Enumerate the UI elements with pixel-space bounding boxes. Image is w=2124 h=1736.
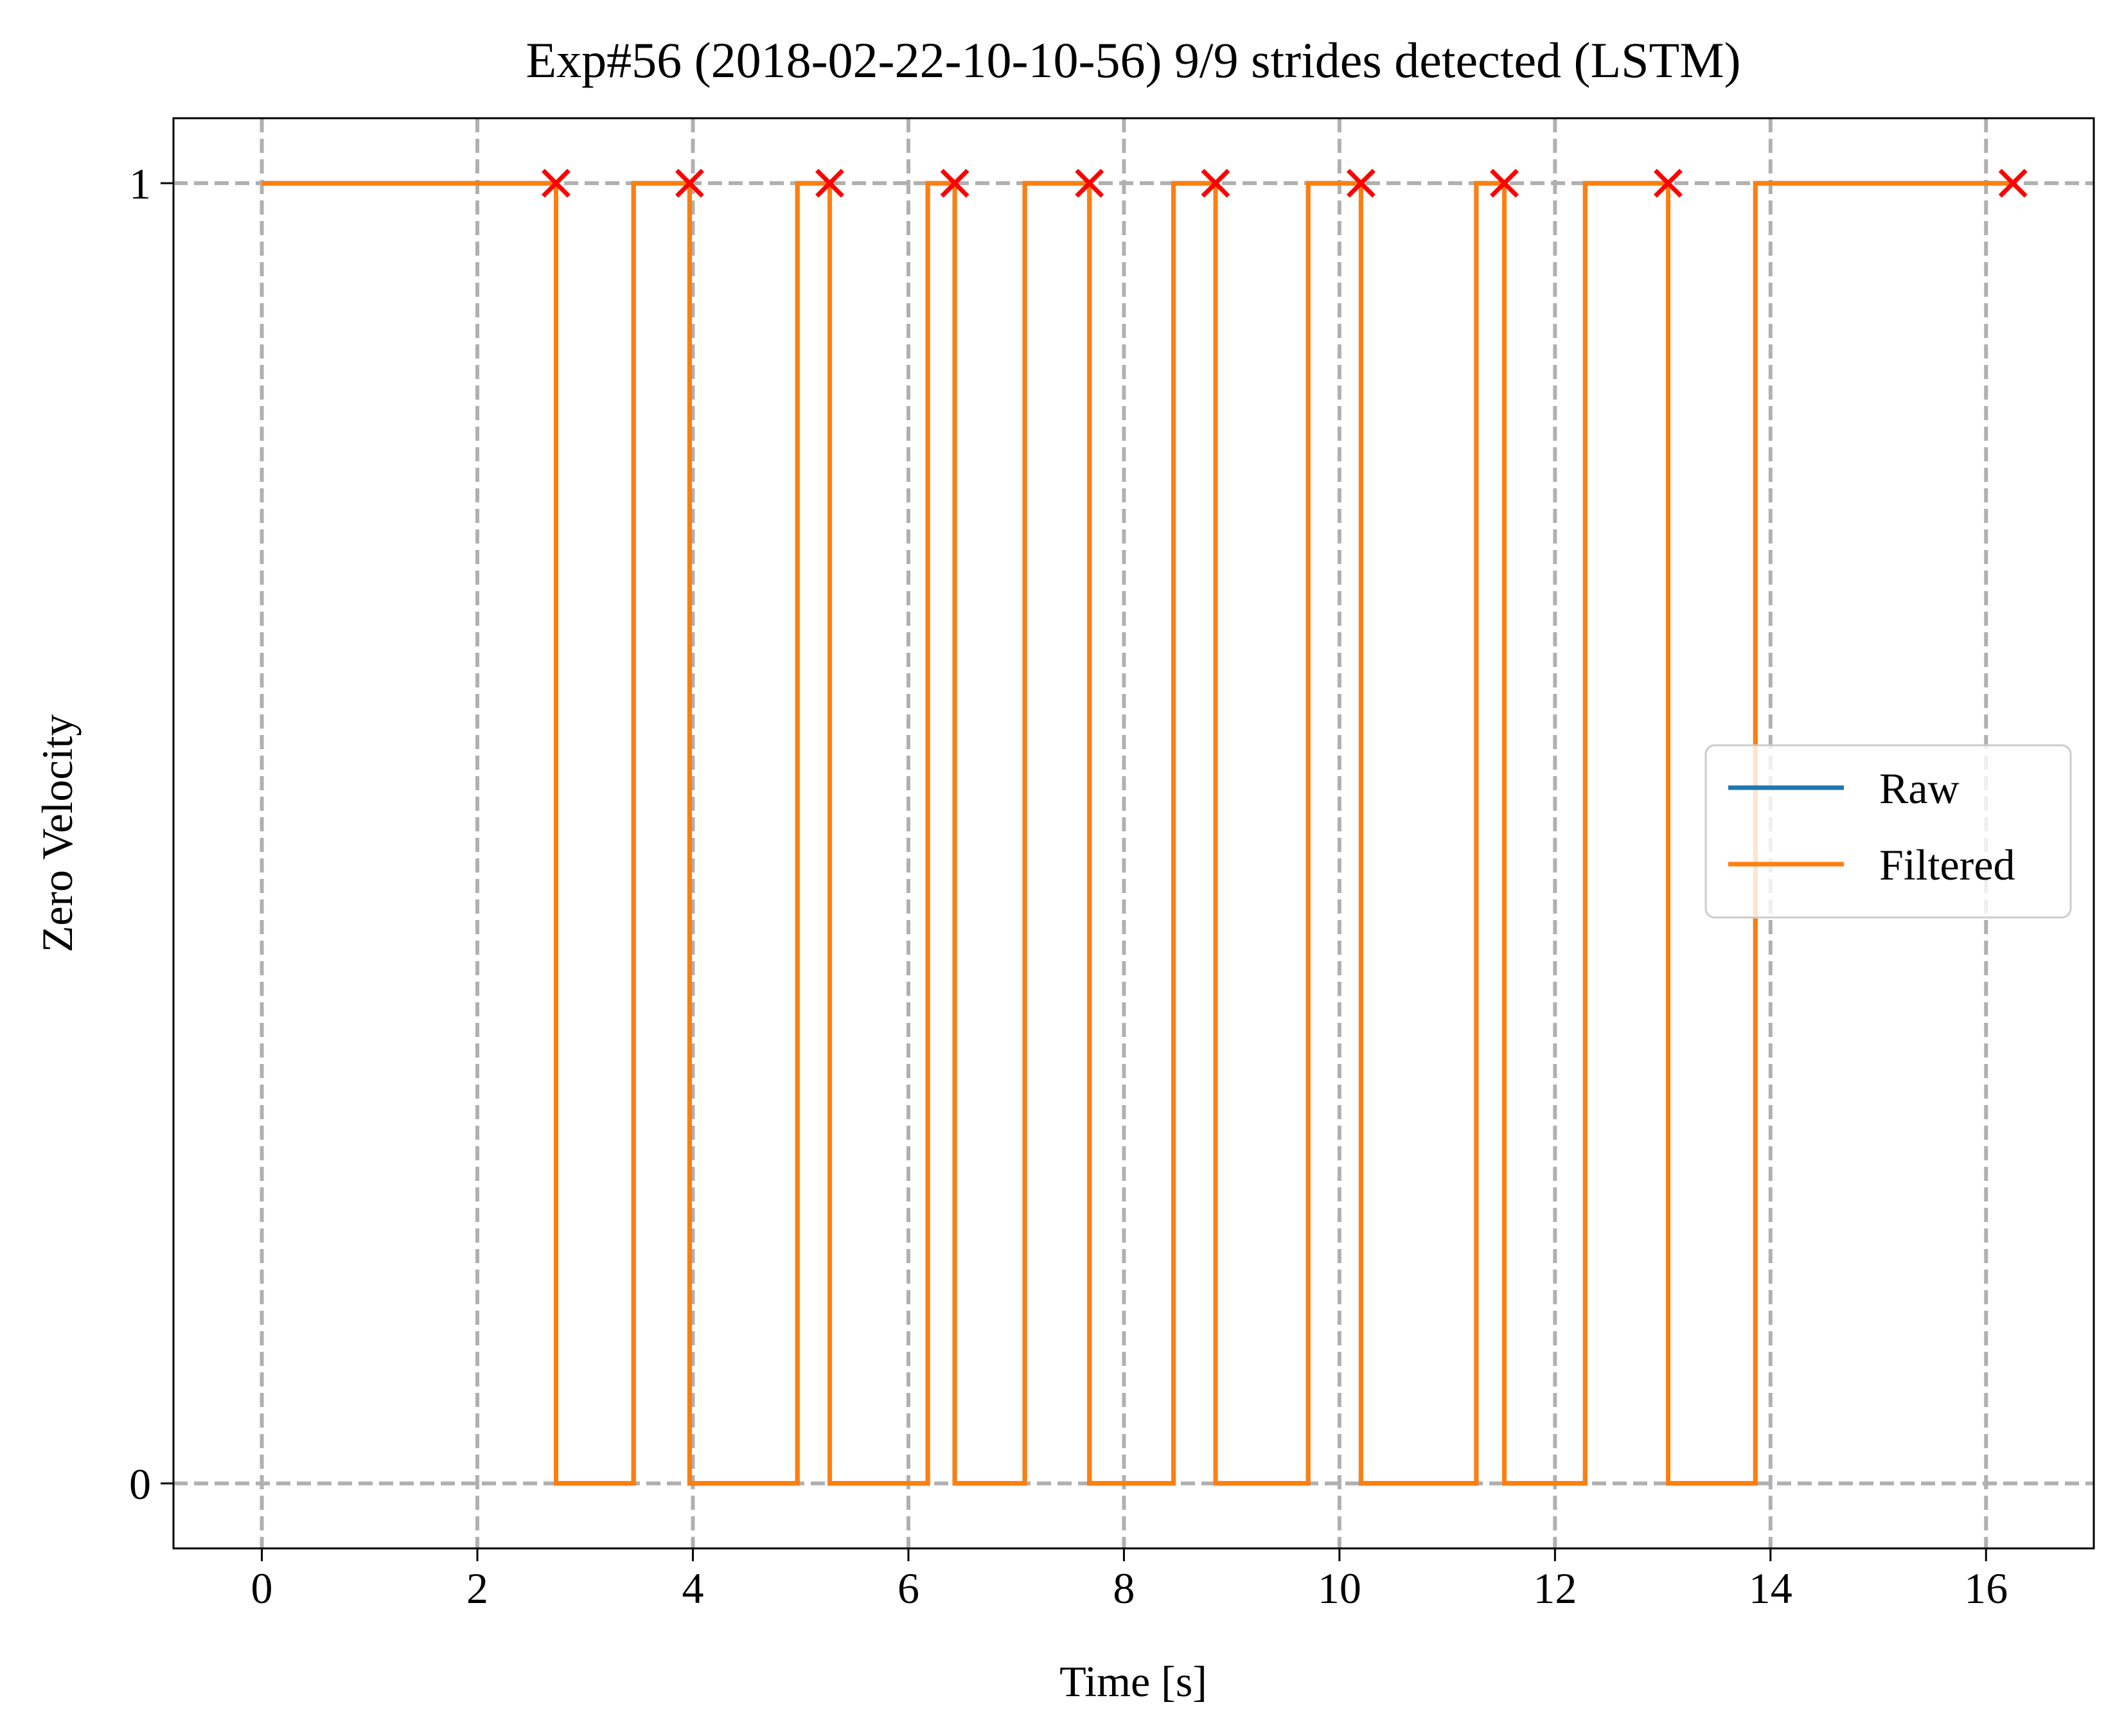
ticks: 0 2 4 6 8 10 12 14 16 0 1 xyxy=(129,159,2008,1613)
x-tick-label: 0 xyxy=(251,1564,273,1613)
chart-title: Exp#56 (2018-02-22-10-10-56) 9/9 strides… xyxy=(526,32,1740,88)
x-tick-label: 16 xyxy=(1964,1564,2008,1613)
legend-label-filtered: Filtered xyxy=(1879,840,2015,889)
axes-frame xyxy=(172,117,2095,1550)
stride-marker xyxy=(1653,168,1683,198)
stride-marker xyxy=(815,168,844,198)
stride-marker xyxy=(1998,168,2028,198)
stride-marker xyxy=(1346,168,1376,198)
stride-markers xyxy=(541,168,2028,198)
series-line-filtered xyxy=(261,181,2013,1486)
x-tick-label: 12 xyxy=(1533,1564,1577,1613)
x-axis-label: Time [s] xyxy=(1059,1657,1207,1706)
x-tick-label: 2 xyxy=(466,1564,488,1613)
y-axis-label: Zero Velocity xyxy=(33,714,82,953)
y-tick-label: 0 xyxy=(129,1460,151,1509)
legend: Raw Filtered xyxy=(1704,744,2072,919)
x-tick-label: 14 xyxy=(1749,1564,1792,1613)
stride-marker xyxy=(675,168,704,198)
stride-marker xyxy=(1490,168,1519,198)
x-tick-label: 6 xyxy=(898,1564,919,1613)
x-tick-label: 4 xyxy=(682,1564,704,1613)
legend-label-raw: Raw xyxy=(1879,764,1960,813)
plot-lines xyxy=(261,181,2013,1486)
stride-marker xyxy=(940,168,969,198)
x-tick-label: 8 xyxy=(1113,1564,1135,1613)
y-tick-label: 1 xyxy=(129,159,151,208)
x-tick-label: 10 xyxy=(1318,1564,1361,1613)
stride-marker xyxy=(1075,168,1104,198)
stride-marker xyxy=(1201,168,1230,198)
stride-marker xyxy=(541,168,571,198)
